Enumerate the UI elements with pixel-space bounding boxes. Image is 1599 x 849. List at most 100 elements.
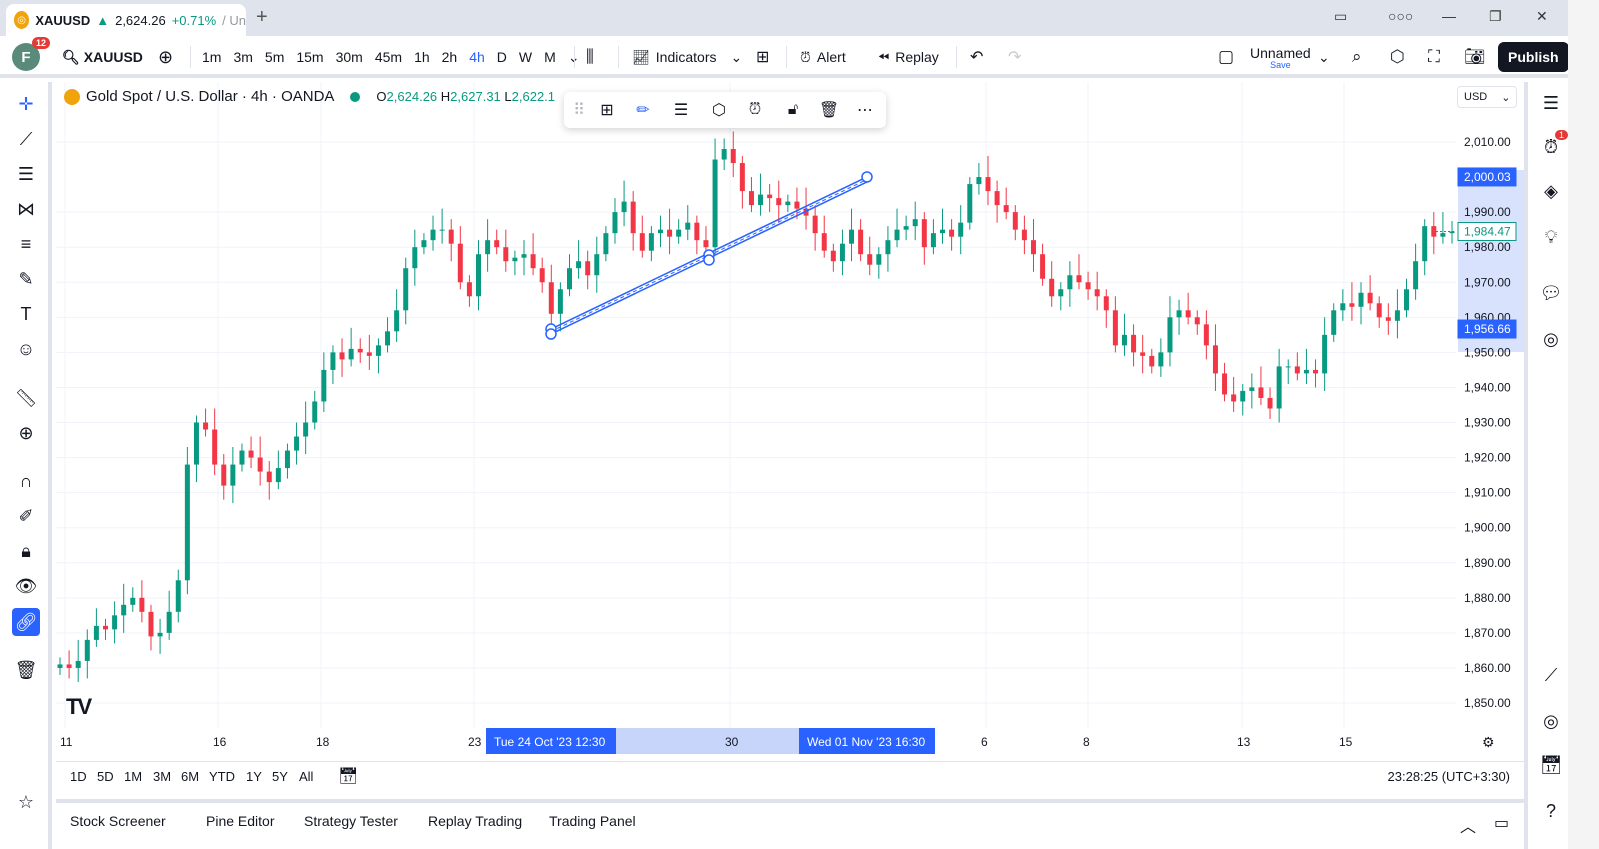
tab-strategy-tester[interactable]: Strategy Tester [304,813,398,829]
fib-icon[interactable]: ≡ [20,233,32,254]
chat-icon[interactable]: 💬︎ [1539,282,1563,303]
tab-stock-screener[interactable]: Stock Screener [70,813,166,829]
lock-icon[interactable]: 🔒︎ [21,540,31,561]
magnet-icon[interactable]: ∩ [19,470,33,491]
templates-icon[interactable]: ⊞ [756,49,770,66]
range-1m[interactable]: 1M [124,769,143,784]
channel-handle[interactable] [861,171,873,183]
watchlist-icon[interactable]: ☰ [1542,92,1560,113]
tab-replay-trading[interactable]: Replay Trading [428,813,523,829]
line-color-icon[interactable]: ✏︎ [636,102,650,119]
range-6m[interactable]: 6M [181,769,200,784]
pattern-icon[interactable]: ⋈ [17,198,35,219]
calendar-icon[interactable]: 📅︎ [1539,754,1563,775]
channel-handle[interactable] [545,328,557,340]
delete-icon[interactable]: 🗑︎ [818,102,840,119]
trend-line-icon[interactable]: ⟋ [19,128,33,149]
calendar-icon[interactable]: 📅︎ [338,768,359,785]
undo-icon[interactable]: ↶ [970,49,984,66]
layout-name-button[interactable]: Unnamed Save [1250,36,1311,78]
chart-clock[interactable]: 23:28:25 (UTC+3:30) [1387,769,1510,784]
interval-5m[interactable]: 5m [264,49,285,65]
layout-icon[interactable]: ▢ [1218,47,1235,66]
trash-icon[interactable]: 🗑︎ [14,659,38,680]
pencil-lock-icon[interactable]: ✐ [18,505,34,526]
layers-icon[interactable]: ◈ [1544,180,1558,201]
interval-3m[interactable]: 3m [233,49,253,65]
help-icon[interactable]: ? [1545,800,1556,821]
more-icon[interactable]: ○○○ [1388,8,1414,24]
interval-d[interactable]: D [496,49,507,65]
trading-panel-icon[interactable]: ⟋ [1544,664,1558,685]
settings-icon[interactable]: ⬡ [712,102,726,119]
ideas-icon[interactable]: 💡︎ [1544,226,1558,247]
interval-w[interactable]: W [518,49,533,65]
compare-add-icon[interactable]: ⊕ [158,46,174,67]
browser-tab[interactable]: ◎ XAUUSD ▲ 2,624.26 +0.71% / Un [6,4,246,36]
add-alert-icon[interactable]: ⏰︎ [748,101,762,118]
alerts-icon[interactable]: ⏰︎ 1 [1538,130,1568,160]
maximize-panel-icon[interactable]: ▭ [1494,815,1510,832]
interval-45m[interactable]: 45m [374,49,403,65]
brush-icon[interactable]: ✎ [18,268,34,289]
candles-icon[interactable]: ⫼ [586,47,594,66]
unlock-icon[interactable]: 🔓︎ [787,101,799,118]
range-5d[interactable]: 5D [97,769,114,784]
chart-area[interactable]: 2,010.00 1,990.00 1,980.00 1,970.00 1,960.00… [56,82,1524,795]
settings-icon[interactable]: ⬡ [1390,47,1405,66]
range-1d[interactable]: 1D [70,769,87,784]
price-chart[interactable]: 2,010.001,990.001,980.001,970.001,960.00… [56,82,1524,762]
interval-15m[interactable]: 15m [296,49,324,65]
legend-title[interactable]: Gold Spot / U.S. Dollar · 4h · OANDA [86,88,335,105]
new-tab-icon[interactable]: + [256,6,268,28]
drag-handle-icon[interactable]: ⠿ [573,102,585,119]
range-all[interactable]: All [299,769,314,784]
screen-icon[interactable]: ▭ [1334,8,1348,24]
object-tree-icon[interactable]: ⊞ [600,102,614,119]
close-icon[interactable]: ✕ [1536,8,1548,24]
indicators-button[interactable]: 📈︎ Indicators ⌄ [632,36,742,78]
price-axis[interactable]: 2,010.001,990.001,980.001,970.001,960.00… [1464,135,1511,710]
interval-2h[interactable]: 2h [441,49,458,65]
range-5y[interactable]: 5Y [272,769,288,784]
avatar[interactable]: F 12 [12,37,50,71]
replay-button[interactable]: ⏪︎ Replay [878,36,939,78]
eye-icon[interactable]: 👁︎ [14,575,38,596]
symbol-search[interactable]: 🔍︎ XAUUSD [62,36,143,78]
tradingview-logo-icon[interactable]: TV [66,694,92,719]
fullscreen-icon[interactable]: ⛶ [1428,47,1440,66]
streams-icon[interactable]: ◎ [1543,328,1559,349]
currency-select[interactable]: USD ⌄ [1457,86,1517,108]
tab-pine-editor[interactable]: Pine Editor [206,813,275,829]
time-axis[interactable]: Tue 24 Oct '23 12:30 Wed 01 Nov '23 16:3… [56,728,1524,761]
camera-icon[interactable]: 📷︎ [1464,47,1486,66]
line-width-icon[interactable]: ☰ [673,102,689,119]
horizontal-lines-icon[interactable]: ☰ [17,163,35,184]
user-avatar[interactable]: F 12 [12,36,50,78]
range-ytd[interactable]: YTD [209,769,235,784]
interval-4h[interactable]: 4h [469,49,485,65]
interval-dropdown-icon[interactable]: ⌄ [568,49,580,66]
interval-m[interactable]: M [544,49,556,65]
interval-1h[interactable]: 1h [414,49,430,65]
trend-channel[interactable] [545,171,873,340]
collapse-panel-icon[interactable]: ︿ [1460,819,1477,836]
tab-trading-panel[interactable]: Trading Panel [549,813,636,829]
link-icon[interactable]: 🔗︎ [12,608,40,636]
page-scrollbar[interactable] [1568,0,1599,849]
redo-icon[interactable]: ↷ [1008,49,1022,66]
layout-dropdown-icon[interactable]: ⌄ [1318,48,1330,65]
restore-icon[interactable]: ❐ [1489,8,1502,24]
emoji-icon[interactable]: ☺ [16,338,36,359]
alert-button[interactable]: ⏰︎ Alert [800,36,846,78]
zoom-in-icon[interactable]: ⊕ [18,422,34,443]
crosshair-icon[interactable]: ✛ [18,93,34,114]
channel-handle[interactable] [703,254,715,266]
publish-button[interactable]: Publish [1498,42,1569,72]
more-icon[interactable]: ⋯ [857,102,873,119]
interval-1m[interactable]: 1m [202,49,222,65]
dom-icon[interactable]: ◎ [1543,710,1559,731]
star-icon[interactable]: ☆ [17,791,35,812]
range-3m[interactable]: 3M [153,769,172,784]
ruler-icon[interactable]: 📏︎ [14,387,38,408]
